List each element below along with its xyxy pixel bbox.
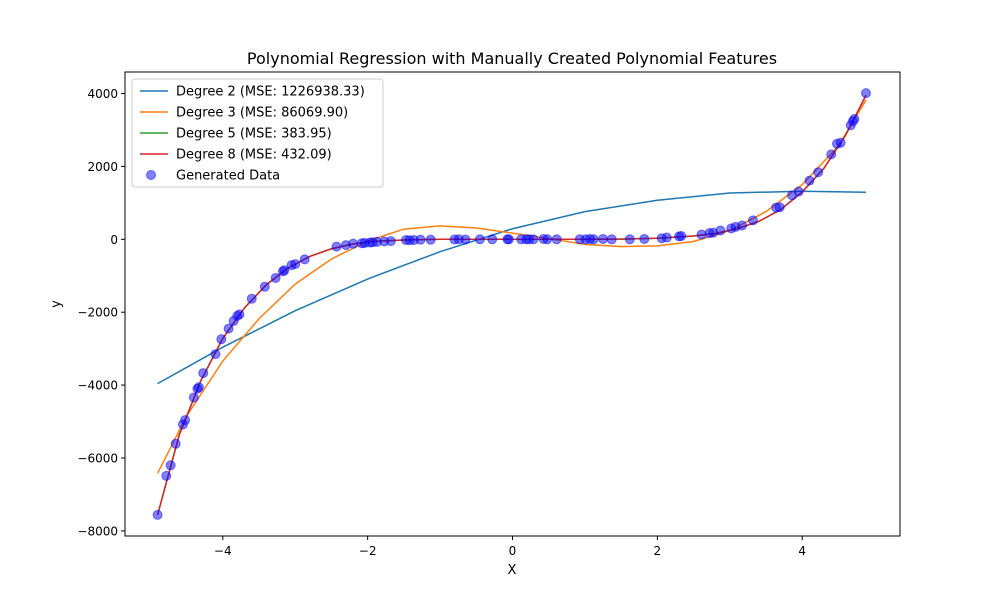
data-point	[161, 470, 172, 481]
data-point	[331, 241, 342, 252]
data-point	[152, 509, 163, 520]
data-point	[216, 334, 227, 345]
data-point	[270, 272, 281, 283]
data-point	[460, 234, 471, 245]
y-tick-label: −2000	[77, 306, 118, 320]
data-point	[503, 234, 514, 245]
legend-label: Generated Data	[176, 169, 280, 184]
data-point	[774, 202, 785, 213]
plot-area	[152, 88, 871, 520]
y-tick-label: −6000	[77, 451, 118, 465]
data-point	[299, 254, 310, 265]
data-point	[661, 232, 672, 243]
x-tick-label: −4	[214, 544, 232, 558]
data-point	[737, 220, 748, 231]
data-point	[474, 234, 485, 245]
legend-box	[131, 78, 384, 188]
data-point	[793, 186, 804, 197]
data-point	[246, 293, 257, 304]
data-point	[528, 234, 539, 245]
y-axis-label: y	[49, 300, 64, 308]
axes: −4 −2 0 2 4 −8000 −6000 −4000 −2000 0 2000 4000	[77, 71, 901, 558]
data-point	[234, 309, 245, 320]
data-point	[551, 234, 562, 245]
x-tick-label: −2	[359, 544, 377, 558]
data-point	[715, 225, 726, 236]
data-point	[606, 234, 617, 245]
data-point	[385, 236, 396, 247]
data-point	[747, 215, 758, 226]
data-point	[259, 281, 270, 292]
legend-label: Degree 3 (MSE: 86069.90)	[176, 106, 348, 121]
legend: Degree 2 (MSE: 1226938.33) Degree 3 (MSE:…	[131, 78, 384, 188]
data-point	[290, 259, 301, 270]
data-point	[676, 231, 687, 242]
y-tick-label: 4000	[87, 87, 118, 101]
x-tick-label: 0	[509, 544, 517, 558]
data-point	[860, 88, 871, 99]
x-tick-label: 4	[798, 544, 806, 558]
data-point	[804, 175, 815, 186]
data-point	[849, 114, 860, 125]
data-point	[165, 460, 176, 471]
data-point	[542, 234, 553, 245]
x-axis-label: X	[508, 563, 517, 578]
legend-label: Degree 2 (MSE: 1226938.33)	[176, 85, 365, 100]
data-point	[180, 415, 191, 426]
y-tick-label: −8000	[77, 524, 118, 538]
y-tick-label: 2000	[87, 160, 118, 174]
data-point	[588, 234, 599, 245]
x-tick-label: 2	[654, 544, 662, 558]
data-point	[188, 392, 199, 403]
data-point	[425, 234, 436, 245]
data-point	[170, 438, 181, 449]
data-point	[193, 382, 204, 393]
y-tick-label: 0	[110, 233, 118, 247]
data-point	[487, 234, 498, 245]
data-point	[598, 233, 609, 244]
data-point	[348, 238, 359, 249]
data-point	[210, 349, 221, 360]
legend-marker-swatch	[146, 170, 156, 180]
data-point	[696, 229, 707, 240]
data-point	[415, 234, 426, 245]
chart-title: Polynomial Regression with Manually Crea…	[247, 49, 777, 68]
data-point	[813, 167, 824, 178]
y-tick-label: −4000	[77, 379, 118, 393]
data-point	[624, 234, 635, 245]
series-line-1	[157, 190, 866, 385]
legend-label: Degree 5 (MSE: 383.95)	[176, 127, 332, 142]
data-point	[639, 233, 650, 244]
data-point	[279, 265, 290, 276]
data-point	[826, 149, 837, 160]
data-point	[835, 137, 846, 148]
data-point	[223, 323, 234, 334]
data-point	[198, 368, 209, 379]
legend-label: Degree 8 (MSE: 432.09)	[176, 148, 332, 163]
